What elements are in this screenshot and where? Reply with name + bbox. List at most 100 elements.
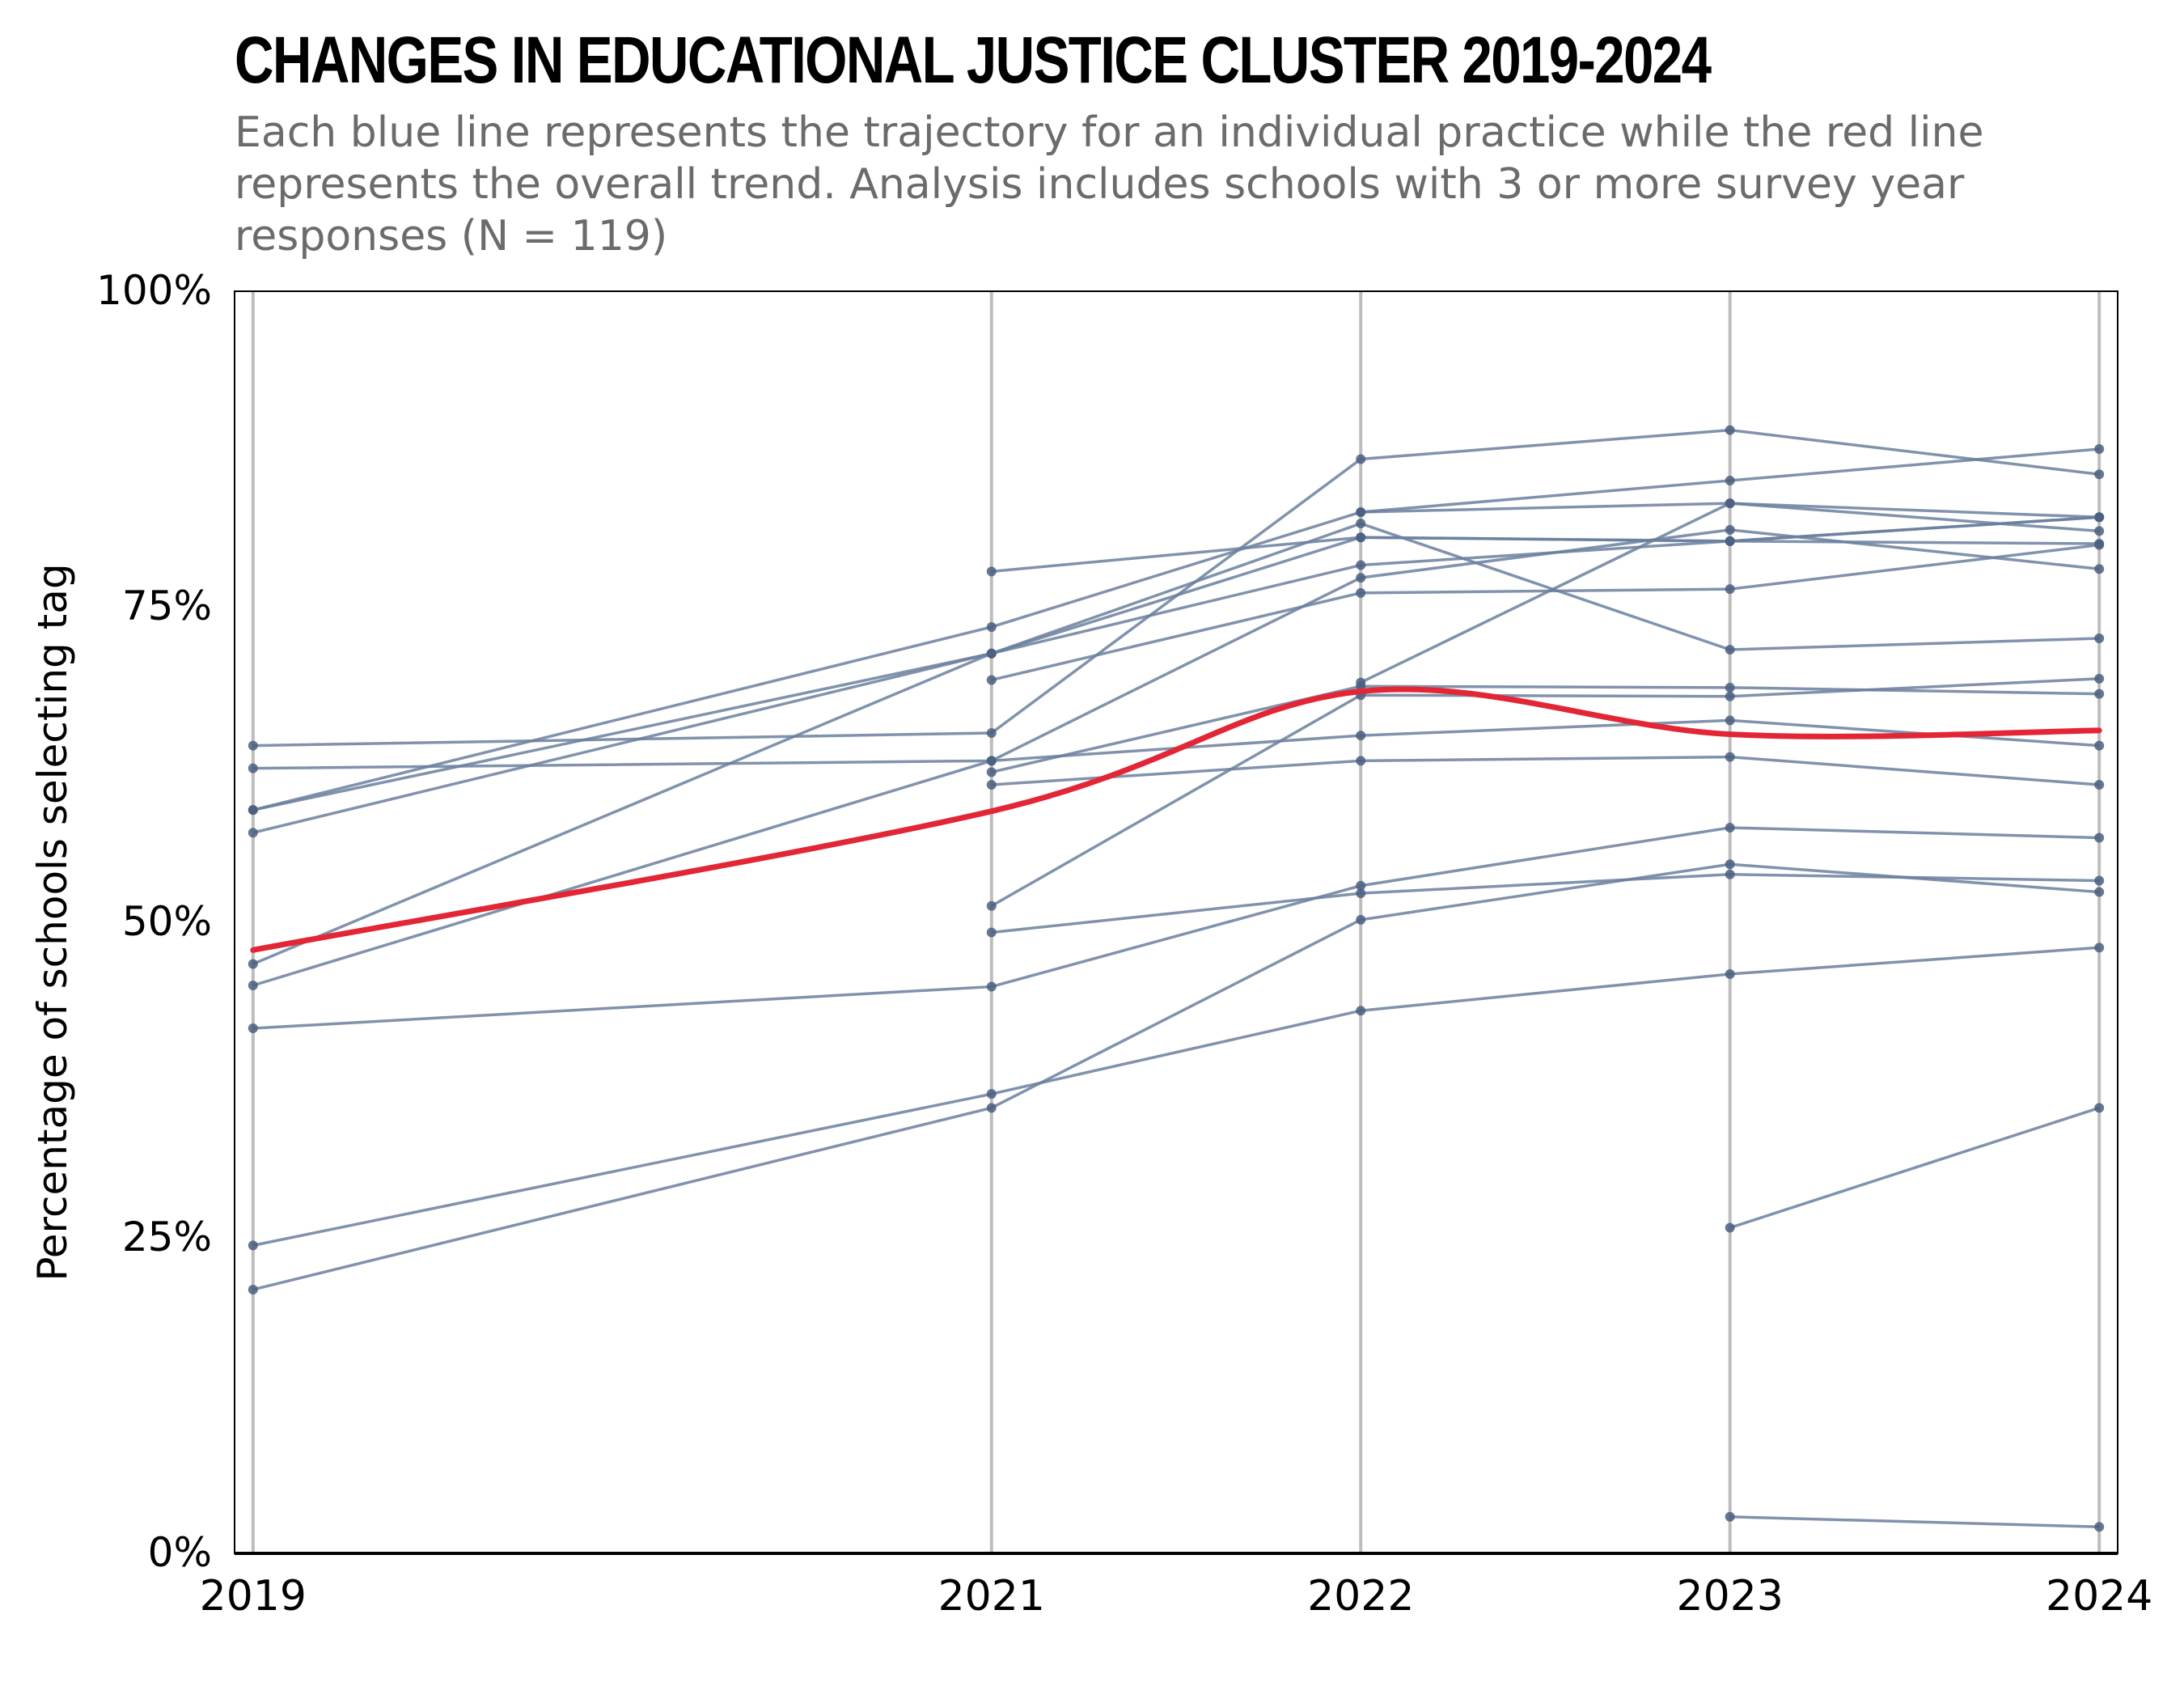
practice-point bbox=[248, 1284, 258, 1294]
practice-point bbox=[248, 740, 258, 751]
practice-point bbox=[1356, 587, 1366, 598]
practice-point bbox=[248, 1023, 258, 1034]
practice-series bbox=[1725, 1103, 2105, 1233]
practice-point bbox=[2094, 1103, 2105, 1113]
grid-lines bbox=[251, 291, 2101, 1553]
y-tick-label: 100% bbox=[96, 267, 212, 314]
practice-series bbox=[986, 673, 2105, 911]
practice-point bbox=[1725, 869, 1735, 879]
practice-point bbox=[1356, 573, 1366, 583]
x-tick-label: 2021 bbox=[938, 1572, 1045, 1621]
practice-point bbox=[2094, 875, 2105, 886]
practice-line bbox=[252, 447, 2100, 811]
y-tick-label: 75% bbox=[122, 583, 212, 629]
practice-point bbox=[248, 805, 258, 816]
practice-point bbox=[1356, 880, 1366, 891]
practice-point bbox=[2094, 1522, 2105, 1532]
practice-point bbox=[248, 1240, 258, 1251]
practice-point bbox=[2094, 887, 2105, 897]
chart-title: CHANGES IN EDUCATIONAL JUSTICE CLUSTER 2… bbox=[235, 23, 1712, 97]
practice-series bbox=[248, 425, 2105, 751]
practice-point bbox=[1725, 476, 1735, 485]
practice-point bbox=[1725, 968, 1735, 979]
practice-point bbox=[1725, 498, 1735, 509]
practice-point bbox=[1725, 645, 1735, 655]
practice-point bbox=[1725, 859, 1735, 870]
practice-point bbox=[2094, 540, 2105, 550]
practice-point bbox=[986, 756, 997, 766]
practice-point bbox=[1725, 752, 1735, 762]
practice-point bbox=[1725, 1222, 1735, 1233]
practice-point bbox=[2094, 512, 2105, 523]
practice-point bbox=[986, 1103, 997, 1113]
practice-point bbox=[2094, 564, 2105, 574]
practice-point bbox=[2094, 444, 2105, 454]
practice-line bbox=[252, 826, 2100, 1030]
practice-line bbox=[991, 872, 2100, 934]
practice-point bbox=[1725, 1511, 1735, 1522]
practice-point bbox=[986, 675, 997, 685]
practice-point bbox=[1725, 682, 1735, 693]
practice-point bbox=[1725, 524, 1735, 535]
practice-point bbox=[2094, 469, 2105, 480]
x-tick-label: 2023 bbox=[1677, 1572, 1784, 1621]
practice-series bbox=[1356, 498, 2105, 688]
practice-point bbox=[1725, 823, 1735, 833]
practice-point bbox=[1725, 584, 1735, 595]
practice-line bbox=[1729, 1515, 2100, 1528]
practice-point bbox=[2094, 943, 2105, 953]
practice-point bbox=[1356, 507, 1366, 517]
practice-point bbox=[986, 728, 997, 738]
practice-point bbox=[986, 621, 997, 632]
practice-point bbox=[2094, 673, 2105, 684]
practice-series bbox=[1725, 1511, 2105, 1532]
practice-line bbox=[1729, 1106, 2100, 1230]
y-axis-label: Percentage of schools selecting tag bbox=[29, 563, 76, 1281]
practice-point bbox=[248, 828, 258, 838]
practice-point bbox=[2094, 779, 2105, 790]
practice-series bbox=[248, 444, 2105, 816]
practice-point bbox=[986, 779, 997, 790]
practice-line bbox=[252, 528, 2100, 987]
practice-point bbox=[2094, 833, 2105, 843]
practice-point bbox=[986, 927, 997, 938]
practice-line bbox=[991, 543, 2100, 682]
practice-series-layer bbox=[248, 425, 2105, 1532]
y-tick-label: 50% bbox=[122, 898, 212, 945]
practice-line bbox=[252, 718, 2100, 770]
practice-point bbox=[1356, 914, 1366, 925]
practice-point bbox=[1356, 756, 1366, 766]
chart-subtitle: Each blue line represents the trajectory… bbox=[235, 108, 1984, 261]
practice-line bbox=[991, 755, 2100, 786]
practice-point bbox=[986, 900, 997, 911]
practice-point bbox=[2094, 740, 2105, 751]
plot-frame bbox=[234, 290, 2118, 1554]
practice-point bbox=[1356, 1006, 1366, 1016]
practice-point bbox=[1725, 425, 1735, 435]
practice-series bbox=[248, 859, 2105, 1294]
x-tick-label: 2022 bbox=[1307, 1572, 1414, 1621]
x-tick-labels: 2019 2021 2022 2023 2024 bbox=[200, 1572, 2153, 1621]
practice-point bbox=[1356, 888, 1366, 899]
practice-line bbox=[252, 946, 2100, 1248]
practice-point bbox=[1725, 715, 1735, 726]
overall-trend-line bbox=[250, 686, 2102, 953]
practice-series bbox=[986, 540, 2105, 685]
practice-series bbox=[986, 869, 2105, 938]
practice-line bbox=[990, 677, 2100, 908]
practice-point bbox=[2094, 526, 2105, 536]
practice-point bbox=[1356, 519, 1366, 529]
practice-point bbox=[248, 981, 258, 990]
practice-point bbox=[248, 763, 258, 773]
y-tick-labels: 0% 25% 50% 75% 100% bbox=[96, 267, 212, 1576]
practice-series bbox=[248, 519, 2105, 838]
practice-point bbox=[1356, 731, 1366, 741]
y-tick-label: 25% bbox=[122, 1214, 212, 1260]
practice-point bbox=[986, 1089, 997, 1099]
practice-point bbox=[1725, 536, 1735, 546]
practice-point bbox=[986, 981, 997, 992]
practice-point bbox=[986, 566, 997, 577]
y-tick-label: 0% bbox=[148, 1529, 212, 1576]
trend-layer bbox=[250, 686, 2102, 953]
